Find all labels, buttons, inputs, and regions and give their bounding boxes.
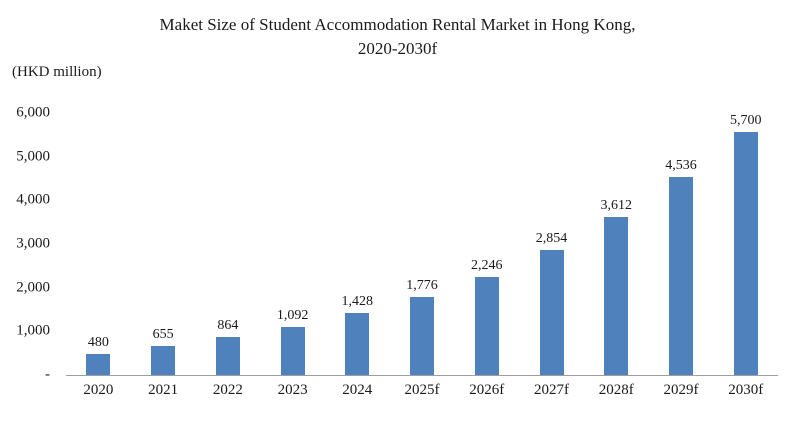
bar — [86, 354, 111, 375]
bar — [151, 346, 176, 375]
y-axis-tick-label: 1,000 — [16, 322, 50, 339]
bar — [733, 132, 758, 375]
bar-column: 2,854 — [519, 113, 584, 375]
y-axis-tick-label: 4,000 — [16, 191, 50, 208]
x-axis-label: 2030f — [728, 382, 764, 398]
x-axis-label: 2022 — [212, 382, 243, 398]
chart-title: Maket Size of Student Accommodation Rent… — [0, 13, 795, 61]
bar-value-label: 2,854 — [535, 231, 568, 247]
bar-value-label: 3,612 — [600, 198, 632, 214]
bar-value-label: 2,246 — [471, 257, 503, 273]
x-axis-label: 2021 — [148, 382, 179, 398]
y-axis: - 1,000 2,000 3,000 4,000 5,000 6,000 — [0, 105, 56, 383]
bar-value-label: 655 — [152, 327, 174, 343]
bar-column: 1,428 — [325, 113, 390, 375]
x-axis-label: 2023 — [277, 382, 308, 398]
bar — [604, 217, 629, 375]
chart-title-line2: 2020-2030f — [357, 38, 438, 58]
bar-column: 5,700 — [713, 113, 778, 375]
x-axis-label: 2025f — [404, 382, 440, 398]
bar-value-label: 1,092 — [276, 308, 309, 324]
y-axis-unit-label: (HKD million) — [12, 64, 102, 80]
y-axis-tick-label: 5,000 — [16, 148, 50, 165]
y-axis-tick-label: 2,000 — [16, 279, 50, 296]
bar-column: 2,246 — [454, 113, 519, 375]
bar-column: 480 — [66, 113, 131, 375]
bar — [345, 312, 370, 375]
x-axis-label: 2020 — [83, 382, 114, 398]
x-axis-label: 2026f — [469, 382, 505, 398]
bar — [539, 250, 564, 375]
bar-value-label: 4,536 — [665, 157, 697, 173]
y-axis-tick-label: 3,000 — [16, 235, 50, 252]
x-axis-label: 2024 — [342, 382, 373, 398]
bar — [668, 176, 693, 375]
plot-area: 480 655 864 1,092 1,428 1,776 2,246 2,854 3,612 4… — [66, 113, 778, 376]
bar — [474, 276, 499, 375]
y-axis-tick-label: 6,000 — [16, 104, 50, 121]
bar-value-label: 5,700 — [729, 113, 762, 128]
bar-value-label: 864 — [217, 318, 239, 334]
bar-value-label: 1,428 — [341, 293, 374, 309]
bar-column: 4,536 — [649, 113, 714, 375]
x-axis-label: 2029f — [663, 382, 699, 398]
bar — [215, 337, 240, 375]
bar-column: 655 — [131, 113, 196, 375]
bar-column: 1,776 — [390, 113, 455, 375]
bar-value-label: 1,776 — [406, 278, 438, 294]
chart-title-line1: Maket Size of Student Accommodation Rent… — [159, 15, 636, 34]
x-axis: 2020 2021 2022 2023 2024 2025f 2026f 2027f 2028f… — [66, 382, 778, 399]
y-axis-tick-label: - — [45, 366, 50, 383]
bar — [280, 327, 305, 375]
bar-column: 3,612 — [584, 113, 649, 375]
x-axis-label: 2027f — [534, 382, 569, 398]
x-axis-label: 2028f — [598, 382, 634, 398]
bar-column: 864 — [195, 113, 260, 375]
bar-value-label: 480 — [87, 335, 109, 351]
bar — [410, 297, 435, 375]
bar-column: 1,092 — [260, 113, 325, 375]
